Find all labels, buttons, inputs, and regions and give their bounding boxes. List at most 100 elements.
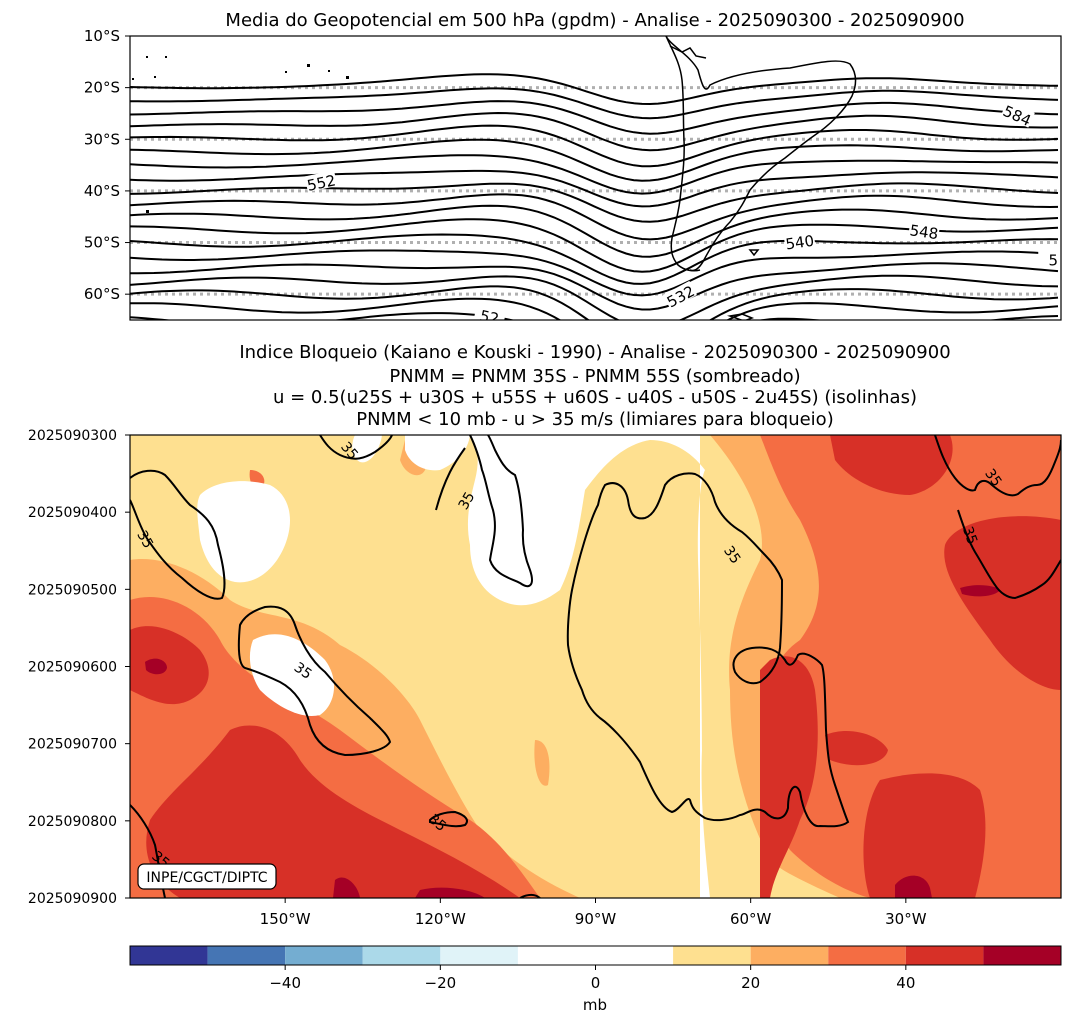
contour-label-bg — [304, 170, 338, 193]
y-tick-label: 50°S — [84, 234, 120, 252]
bottom-title-line-4: PNMM < 10 mb - u > 35 m/s (limiares para… — [356, 409, 833, 430]
x-tick-label: 150°W — [260, 910, 311, 928]
geopotential-isoline — [130, 193, 1059, 241]
coastline-islands — [132, 56, 875, 267]
colorbar-tick-label: 0 — [591, 974, 601, 992]
geopotential-isoline — [130, 285, 1059, 320]
colorbar-tick-label: −40 — [269, 974, 301, 992]
geopotential-isoline — [130, 154, 1059, 195]
contour-label-bg — [662, 280, 697, 310]
colorbar-tick-label: 20 — [741, 974, 760, 992]
colorbar-cell — [207, 946, 286, 965]
bottom-title-line-1: Indice Bloqueio (Kaiano e Kouski - 1990)… — [239, 342, 950, 363]
colorbar-cell — [983, 946, 1061, 965]
contour-label: 548 — [908, 220, 941, 243]
contour-label: 540 — [783, 230, 816, 254]
y-tick-label: 30°S — [84, 130, 120, 148]
colorbar-ticks: −40 −20 0 20 40 — [269, 965, 915, 992]
y-tick-label: 2025090300 — [28, 428, 117, 444]
contour-label-bg — [783, 230, 816, 251]
geopotential-isoline — [130, 73, 1059, 106]
geopotential-isoline — [130, 249, 1059, 297]
x-tick-label: 30°W — [885, 910, 927, 928]
colorbar: −40 −20 0 20 40 mb — [129, 945, 1062, 1014]
geopotential-isoline — [130, 138, 1059, 182]
y-tick-label: 2025090500 — [28, 582, 117, 598]
y-tick-label: 40°S — [84, 182, 120, 200]
colorbar-label: mb — [583, 996, 607, 1014]
colorbar-cell — [905, 946, 984, 965]
contour-label-text: 548 — [909, 221, 940, 243]
geopotential-isoline — [130, 111, 1059, 152]
geopotential-isoline — [130, 262, 1059, 311]
pnmm-filled-contours — [130, 435, 1061, 898]
top-chart-title: Media do Geopotencial em 500 hPa (gpdm) … — [225, 10, 964, 31]
bottom-chart-title: Indice Bloqueio (Kaiano e Kouski - 1990)… — [239, 342, 950, 430]
y-tick-label: 20°S — [84, 79, 120, 97]
y-tick-label: 2025090800 — [28, 814, 117, 830]
geopotential-isoline — [130, 204, 1059, 258]
y-tick-label: 60°S — [84, 285, 120, 303]
colorbar-cell — [517, 946, 674, 965]
colorbar-cell — [362, 946, 441, 965]
coastline-south-america — [665, 36, 857, 320]
geopotential-isoline — [130, 218, 1059, 273]
x-tick-label: 120°W — [415, 910, 466, 928]
contour-label-text: 5 — [1048, 252, 1058, 270]
contour-label-text: 540 — [784, 232, 815, 254]
contour-label-bg — [908, 220, 941, 241]
top-y-axis: 10°S 20°S 30°S 40°S 50°S 60°S — [84, 27, 130, 303]
fill-level-0-10 — [197, 435, 710, 898]
geopotential-isoline — [130, 169, 1059, 208]
geopotential-isoline — [130, 233, 1059, 285]
isoline-label-text: 35 — [456, 489, 479, 512]
y-tick-label: 2025090700 — [28, 737, 117, 753]
contour-label-bg — [473, 304, 507, 320]
geopotential-isoline — [130, 100, 1059, 135]
y-tick-label: 2025090400 — [28, 505, 117, 521]
attribution-box: INPE/CGCT/DIPTC — [137, 863, 277, 890]
top-plot-frame — [129, 35, 1062, 321]
x-tick-label: 60°W — [730, 910, 772, 928]
contour-label-bg — [1000, 100, 1035, 128]
colorbar-cell — [285, 946, 363, 965]
fill-level-40-50 — [130, 435, 1061, 898]
isoline-label: 35 — [959, 525, 980, 547]
contour-label: 5 — [1038, 250, 1061, 270]
y-tick-label: 10°S — [84, 27, 120, 45]
isoline-label-text: 35 — [133, 528, 156, 551]
contour-label-text: 52 — [478, 307, 500, 329]
contour-label: 552 — [304, 170, 338, 195]
u-isolines-35 — [130, 435, 1061, 898]
colorbar-cell — [673, 946, 751, 965]
bottom-title-line-2: PNMM = PNMM 35S - PNMM 55S (sombreado) — [389, 366, 800, 387]
colorbar-cells — [130, 946, 1061, 965]
colorbar-cell — [130, 946, 208, 965]
geopotential-isoline — [130, 182, 1059, 223]
geopotential-isoline — [130, 297, 1059, 320]
contour-label-text: 552 — [305, 171, 337, 195]
colorbar-tick-label: −20 — [425, 974, 457, 992]
geopotential-isoline — [130, 124, 1059, 168]
contour-label-bg — [1038, 250, 1061, 267]
y-tick-label: 2025090600 — [28, 660, 117, 676]
bottom-title-line-3: u = 0.5(u25S + u30S + u55S + u60S - u40S… — [273, 387, 917, 408]
geopotential-isoline — [130, 274, 1059, 320]
colorbar-cell — [828, 946, 906, 965]
fill-level-50-60 — [145, 585, 1000, 898]
colorbar-cell — [750, 946, 829, 965]
isoline-label: 35 — [133, 528, 156, 551]
bottom-x-axis: 150°W 120°W 90°W 60°W 30°W — [260, 898, 927, 928]
attribution-text: INPE/CGCT/DIPTC — [146, 870, 267, 886]
isoline-label: 35 — [456, 489, 479, 512]
geopotential-isoline — [130, 87, 1059, 120]
y-tick-label: 2025090900 — [28, 891, 117, 907]
colorbar-cell — [440, 946, 518, 965]
x-tick-label: 90°W — [575, 910, 617, 928]
isoline-label-text: 35 — [959, 525, 980, 547]
